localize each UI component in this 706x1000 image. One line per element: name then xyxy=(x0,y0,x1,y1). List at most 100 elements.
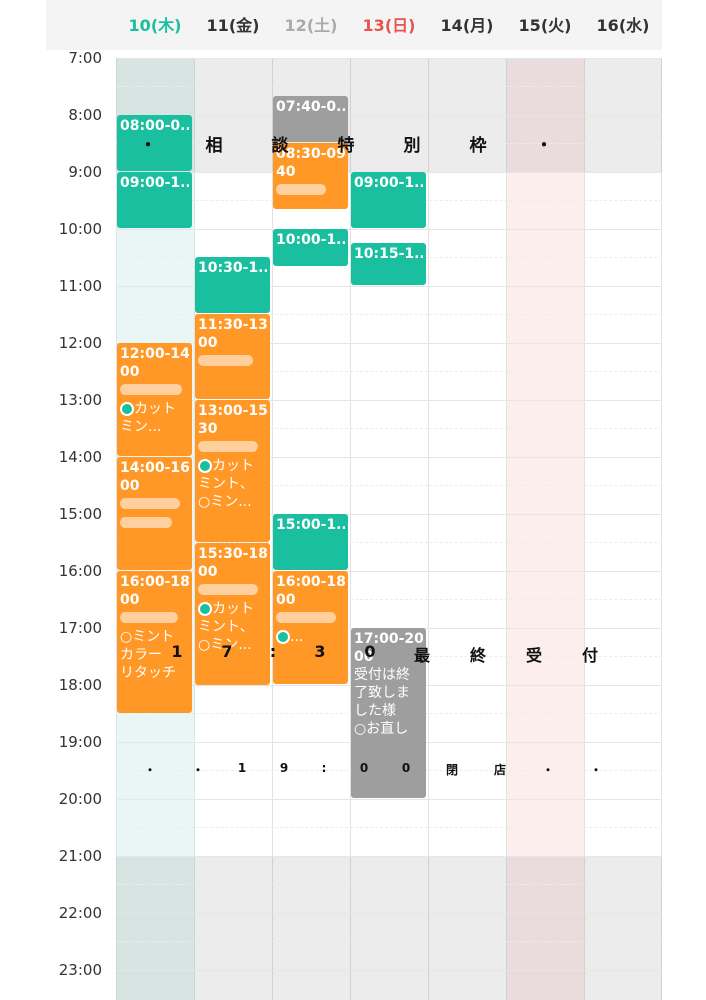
half-hour-line xyxy=(116,599,662,600)
appointment-block[interactable]: 09:00-1... xyxy=(117,172,192,228)
day-column-sun[interactable] xyxy=(350,58,428,1000)
appointment-block[interactable]: 08:00-0... xyxy=(117,115,192,171)
day-column-mon[interactable] xyxy=(428,58,506,1000)
appointment-time: 14:00-16 xyxy=(120,460,189,476)
appointment-menu-line: リタッチ xyxy=(120,665,176,681)
time-label: 15:00 xyxy=(58,505,102,523)
time-label: 12:00 xyxy=(58,334,102,352)
blocked-slot[interactable]: 17:00-20: 00 受付は終 了致しま した様 ○お直し xyxy=(351,628,426,798)
banner-char: ・ xyxy=(191,763,205,777)
appointment-time: 16:00-18: xyxy=(120,574,189,590)
closing-banner: ・ ・ 1 9 : 0 0 閉 店 ・ ・ xyxy=(116,761,662,777)
hour-line xyxy=(116,970,662,971)
appointment-block[interactable]: 16:00-18: 00 ... xyxy=(273,571,348,684)
appointment-time: 10:30-1... xyxy=(198,260,267,276)
appointment-block[interactable]: 09:00-1... xyxy=(351,172,426,228)
consultation-banner: ・ 相 談 特 別 枠 ・ xyxy=(116,131,662,156)
hour-line xyxy=(116,229,662,230)
half-hour-line xyxy=(116,428,662,429)
appointment-block[interactable]: 13:00-15: 30 カット ミント、 ○ミン... xyxy=(195,400,270,542)
appointment-block[interactable]: 12:00-14 00 カット ミン... xyxy=(117,343,192,456)
day-header-fri[interactable]: 11(金) xyxy=(206,16,260,35)
blurred-customer-name xyxy=(276,612,336,623)
appointment-time-cont: 00 xyxy=(276,592,296,608)
day-column-tue[interactable] xyxy=(506,58,584,1000)
appointment-time: 10:00-1... xyxy=(276,232,345,248)
banner-char: 0 xyxy=(364,642,376,661)
time-label: 7:00 xyxy=(68,49,102,67)
hour-line xyxy=(116,286,662,287)
time-label: 19:00 xyxy=(58,733,102,751)
day-header-mon[interactable]: 14(月) xyxy=(440,16,494,35)
half-hour-line xyxy=(116,941,662,942)
appointment-block[interactable]: 08:30-09: 40 xyxy=(273,143,348,209)
appointment-block[interactable]: 11:30-13: 00 xyxy=(195,314,270,399)
banner-char: 9 xyxy=(279,761,289,775)
time-label: 16:00 xyxy=(58,562,102,580)
time-label: 17:00 xyxy=(58,619,102,637)
blocked-slot-time: 17:00-20: xyxy=(354,631,423,647)
banner-char: 最 xyxy=(413,646,431,665)
banner-char: 店 xyxy=(493,763,507,777)
time-label: 8:00 xyxy=(68,106,102,124)
banner-char: : xyxy=(321,761,327,775)
hour-line xyxy=(116,913,662,914)
status-dot-icon xyxy=(198,459,212,473)
appointment-block[interactable]: 15:30-18: 00 カット ミント、 ○ミン... xyxy=(195,543,270,685)
day-header-sun[interactable]: 13(日) xyxy=(362,16,416,35)
appointment-block[interactable]: 16:00-18: 00 ○ミント カラー リタッチ xyxy=(117,571,192,713)
hour-line xyxy=(116,400,662,401)
blocked-slot-note: した様 xyxy=(354,703,396,719)
appointment-menu-line: ミン... xyxy=(120,419,162,435)
appointment-block[interactable]: 10:15-1... xyxy=(351,243,426,285)
banner-char: ・ xyxy=(541,763,555,777)
time-label: 9:00 xyxy=(68,163,102,181)
appointment-block[interactable]: 15:00-1... xyxy=(273,514,348,570)
appointment-menu-line: ○ミン... xyxy=(198,637,252,653)
appointment-time-cont: 00 xyxy=(198,564,218,580)
banner-char: 0 xyxy=(401,761,411,775)
hour-line xyxy=(116,514,662,515)
half-hour-line xyxy=(116,314,662,315)
blurred-customer-name xyxy=(120,384,182,395)
banner-char: 1 xyxy=(237,761,247,775)
day-column-sat[interactable] xyxy=(272,58,350,1000)
appointment-menu-line: カット xyxy=(198,600,267,618)
banner-char: 相 xyxy=(205,136,223,156)
day-header-sat[interactable]: 12(土) xyxy=(284,16,338,35)
banner-char: : xyxy=(269,642,277,661)
time-label: 14:00 xyxy=(58,448,102,466)
appointment-menu-line: ○ミン... xyxy=(198,494,252,510)
blurred-customer-name xyxy=(198,441,258,452)
banner-char: 特 xyxy=(337,136,355,156)
appointment-time: 09:00-1... xyxy=(120,175,189,191)
appointment-block[interactable]: 14:00-16 00 xyxy=(117,457,192,570)
day-column-fri[interactable] xyxy=(194,58,272,1000)
appointment-menu-line: カラー xyxy=(120,647,162,663)
blocked-slot-time: 07:40-0... xyxy=(276,99,345,115)
status-dot-icon xyxy=(198,602,212,616)
day-header-wed[interactable]: 16(水) xyxy=(596,16,650,35)
blocked-slot[interactable]: 07:40-0... xyxy=(273,96,348,142)
last-order-banner: 1 7 : 3 0 最 終 受 付 xyxy=(116,642,662,665)
day-header-thu[interactable]: 10(木) xyxy=(128,16,182,35)
blurred-customer-name xyxy=(120,612,178,623)
hour-line xyxy=(116,856,662,857)
half-hour-line xyxy=(116,827,662,828)
time-label: 11:00 xyxy=(58,277,102,295)
appointment-block[interactable]: 10:30-1... xyxy=(195,257,270,313)
appointment-time: 15:00-1... xyxy=(276,517,345,533)
banner-char: 受 xyxy=(525,646,543,665)
day-header-tue[interactable]: 15(火) xyxy=(518,16,572,35)
appointment-block[interactable]: 10:00-1... xyxy=(273,229,348,266)
blocked-slot-time-cont: 00 xyxy=(354,649,374,665)
appointment-time: 13:00-15: xyxy=(198,403,267,419)
time-label: 22:00 xyxy=(58,904,102,922)
banner-char: 枠 xyxy=(469,136,487,156)
appointment-menu-line: ○ミント xyxy=(120,629,175,645)
day-column-wed[interactable] xyxy=(584,58,662,1000)
banner-char: 談 xyxy=(271,136,289,156)
appointment-menu-line: ... xyxy=(276,628,345,646)
time-label: 21:00 xyxy=(58,847,102,865)
